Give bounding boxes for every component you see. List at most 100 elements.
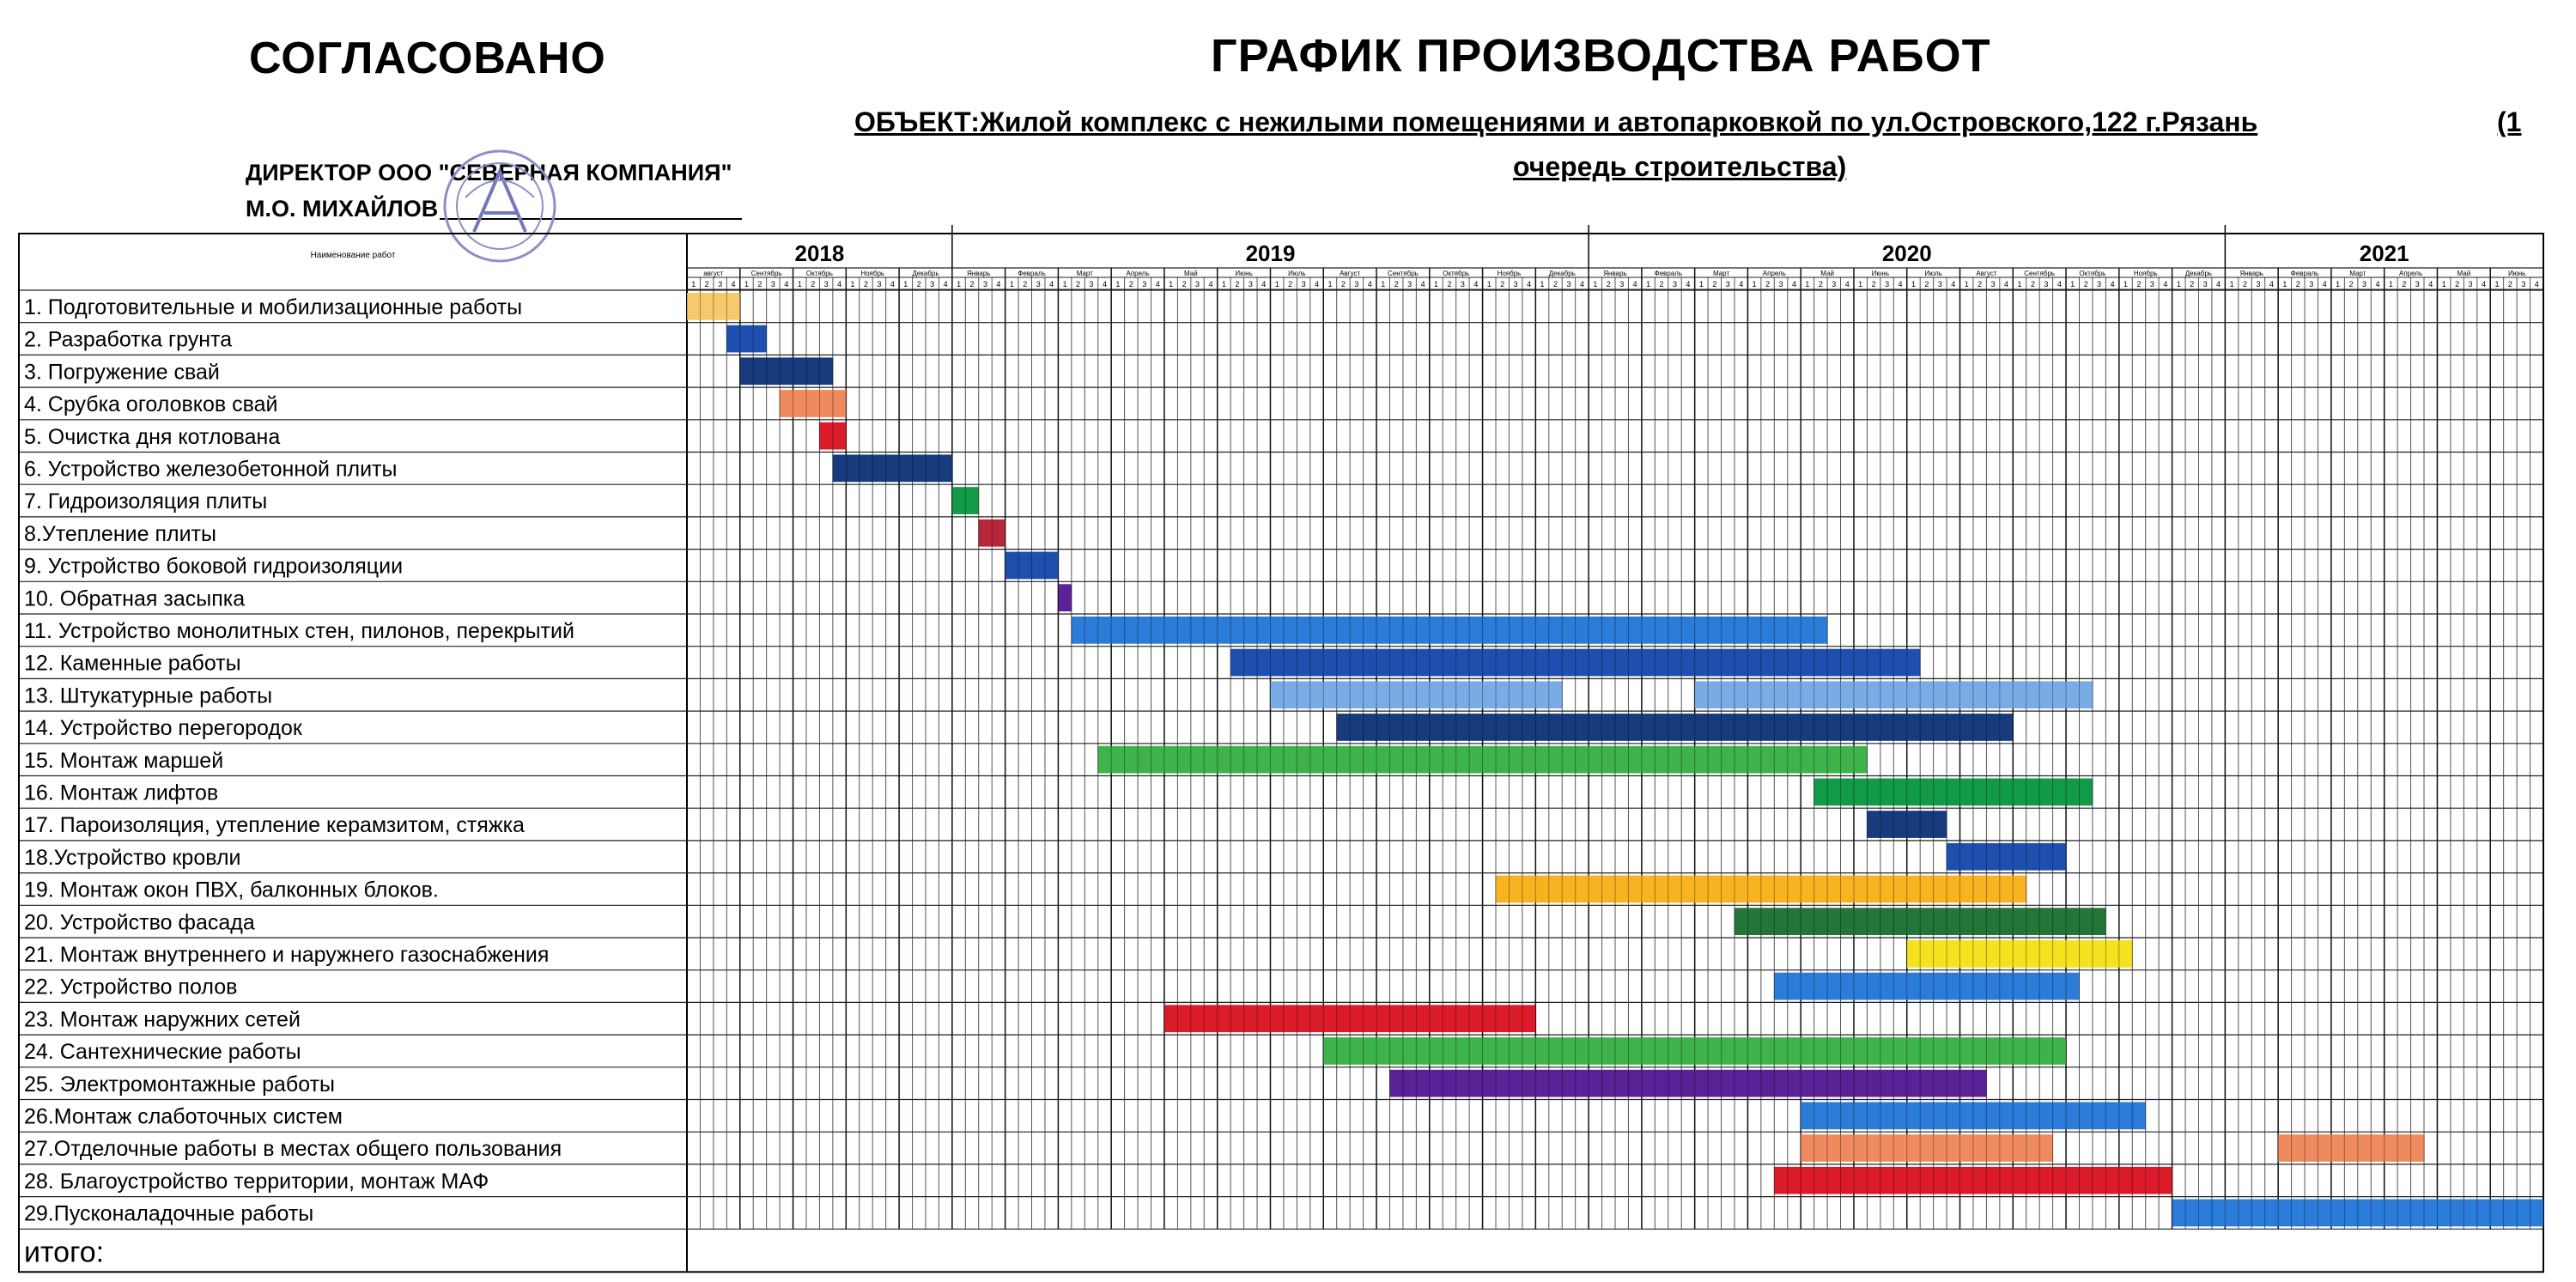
month-label: Октябрь <box>806 270 833 277</box>
signature-line <box>440 218 742 220</box>
week-number: 1 <box>2442 280 2446 289</box>
month-label: Сентябрь <box>1388 270 1419 277</box>
week-number: 3 <box>2469 280 2473 289</box>
month-label: Ноябрь <box>1498 270 1522 277</box>
month-label: Май <box>1820 270 1834 277</box>
stamp-icon <box>443 149 556 263</box>
object-description-suffix: (1 <box>2497 106 2522 137</box>
task-bar-gridlines <box>1946 842 2067 871</box>
task-bar <box>1071 617 1828 644</box>
week-number: 3 <box>2521 280 2525 289</box>
task-bar-gridlines <box>978 519 1006 547</box>
task-bar <box>739 357 833 386</box>
week-number: 3 <box>824 280 829 289</box>
week-number: 3 <box>2415 280 2420 289</box>
week-number: 4 <box>2004 280 2008 289</box>
month-label: Февраль <box>1018 270 1046 277</box>
task-name: 16. Монтаж лифтов <box>24 781 218 805</box>
task-bar <box>726 325 767 353</box>
week-number: 2 <box>917 280 921 289</box>
task-bar-gridlines <box>951 487 980 514</box>
week-number: 1 <box>1327 280 1332 289</box>
week-number: 4 <box>2163 280 2167 289</box>
week-number: 1 <box>2282 280 2287 289</box>
week-number: 2 <box>705 280 709 289</box>
month-label: Февраль <box>1655 270 1683 277</box>
task-name: 26.Монтаж слаботочных систем <box>24 1105 343 1129</box>
week-number: 3 <box>771 280 775 289</box>
task-bar-gridlines <box>818 422 847 450</box>
month-label: Декабрь <box>912 270 939 277</box>
task-bar-gridlines <box>2172 1199 2544 1227</box>
week-number: 2 <box>1288 280 1292 289</box>
week-number: 1 <box>1965 280 1969 289</box>
week-number: 2 <box>970 280 975 289</box>
task-bar-gridlines <box>1814 778 2093 806</box>
week-number: 3 <box>1938 280 1942 289</box>
week-number: 2 <box>1765 280 1770 289</box>
month-label: Июнь <box>2508 270 2525 277</box>
week-number: 4 <box>1473 280 1478 289</box>
month-label: Октябрь <box>2079 270 2105 277</box>
week-number: 1 <box>1434 280 1438 289</box>
week-number: 2 <box>2349 280 2354 289</box>
week-number: 2 <box>2190 280 2194 289</box>
week-number: 3 <box>1036 280 1041 289</box>
week-number: 4 <box>1580 280 1584 289</box>
week-number: 4 <box>1261 280 1266 289</box>
task-bar-gridlines <box>1336 714 2014 741</box>
week-number: 2 <box>1341 280 1346 289</box>
week-number: 2 <box>811 280 815 289</box>
week-number: 4 <box>2323 280 2327 289</box>
week-number: 3 <box>1142 280 1146 289</box>
task-bar <box>1774 972 2080 1000</box>
month-label: Июнь <box>1872 270 1889 277</box>
week-number: 3 <box>2150 280 2154 289</box>
task-bar <box>1867 811 1947 838</box>
task-bar-gridlines <box>726 325 768 353</box>
week-number: 1 <box>2336 280 2340 289</box>
task-bar-gridlines <box>1230 648 1921 677</box>
week-number: 1 <box>2123 280 2128 289</box>
task-bar <box>1336 714 2014 741</box>
month-label: Январь <box>1603 270 1626 277</box>
task-bar-gridlines <box>1495 875 2027 903</box>
week-number: 3 <box>1354 280 1358 289</box>
week-number: 1 <box>2230 280 2234 289</box>
week-number: 1 <box>798 280 802 289</box>
task-bar-gridlines <box>1005 551 1059 580</box>
week-number: 4 <box>1899 280 1903 289</box>
week-number: 4 <box>2216 280 2221 289</box>
task-name: 15. Монтаж маршей <box>24 749 223 773</box>
week-number: 4 <box>837 280 841 289</box>
week-number: 3 <box>1566 280 1571 289</box>
task-bar-gridlines <box>832 454 953 483</box>
task-bar-gridlines <box>1057 584 1072 611</box>
task-bar <box>1323 1037 2067 1065</box>
task-bar-gridlines <box>2277 1134 2425 1162</box>
year-label: 2021 <box>2360 240 2409 266</box>
week-number: 2 <box>2296 280 2300 289</box>
task-name: 27.Отделочные работы в местах общего пол… <box>24 1137 562 1161</box>
week-number: 3 <box>1514 280 1518 289</box>
week-number: 2 <box>2402 280 2406 289</box>
week-number: 4 <box>1739 280 1743 289</box>
month-label: Август <box>1976 270 1996 277</box>
total-label: итого: <box>24 1236 104 1268</box>
week-number: 2 <box>2084 280 2088 289</box>
month-label: Июль <box>1288 270 1305 277</box>
week-number: 4 <box>1845 280 1850 289</box>
week-number: 4 <box>1633 280 1637 289</box>
task-name: 13. Штукатурные работы <box>24 684 272 708</box>
week-number: 1 <box>2070 280 2075 289</box>
task-bar <box>1496 875 2026 903</box>
week-number: 1 <box>1115 280 1120 289</box>
year-label: 2019 <box>1246 240 1296 266</box>
week-number: 1 <box>1275 280 1279 289</box>
week-number: 1 <box>1699 280 1704 289</box>
month-label: Октябрь <box>1443 270 1469 277</box>
task-bar <box>951 487 979 514</box>
task-bar <box>1947 842 2067 871</box>
week-number: 2 <box>1023 280 1027 289</box>
month-label: Май <box>1184 270 1198 277</box>
